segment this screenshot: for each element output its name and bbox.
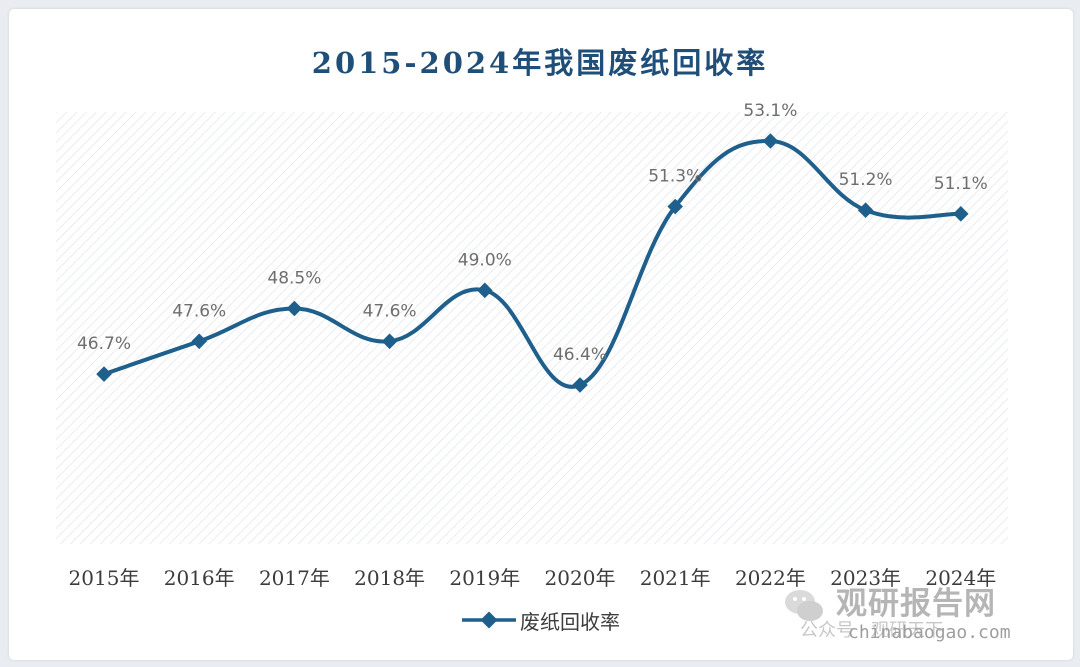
data-label-6: 46.4%: [553, 345, 607, 365]
x-tick-label-6: 2020年: [545, 566, 616, 590]
data-label-4: 47.6%: [363, 301, 417, 321]
data-point-10: [953, 206, 969, 222]
x-tick-label-5: 2019年: [449, 566, 520, 590]
data-label-7: 51.3%: [648, 167, 702, 187]
watermark-name: 观研报告网: [836, 586, 996, 622]
data-label-10: 51.1%: [934, 174, 988, 194]
legend: 废纸回收率: [462, 606, 620, 634]
data-label-8: 53.1%: [743, 101, 797, 121]
x-tick-label-2: 2016年: [164, 566, 235, 590]
data-label-2: 47.6%: [172, 301, 226, 321]
data-label-1: 46.7%: [77, 334, 131, 354]
data-label-9: 51.2%: [839, 170, 893, 190]
legend-line-marker: [462, 611, 516, 629]
data-label-3: 48.5%: [267, 269, 321, 289]
x-tick-label-3: 2017年: [259, 566, 330, 590]
x-tick-label-1: 2015年: [69, 566, 140, 590]
x-tick-label-7: 2021年: [640, 566, 711, 590]
x-tick-label-8: 2022年: [735, 566, 806, 590]
data-point-7: [667, 198, 683, 215]
wechat-logo-icon: [785, 590, 823, 621]
x-tick-label-9: 2023年: [830, 566, 901, 590]
plot-area: [56, 112, 1008, 544]
series-line: [103, 138, 961, 389]
data-point-2: [191, 333, 207, 350]
watermark: 观研报告网 公众号 · 观研天下 chinabaogao.com: [778, 578, 1068, 648]
x-tick-label-4: 2018年: [354, 566, 425, 590]
chart-title: 2015-2024年我国废纸回收率: [311, 46, 769, 80]
data-point-8: [762, 133, 779, 149]
data-label-5: 49.0%: [458, 250, 512, 270]
data-point-9: [857, 202, 874, 218]
x-tick-label-10: 2024年: [925, 566, 996, 590]
legend-label: 废纸回收率: [520, 609, 620, 634]
watermark-subtitle: 公众号 · 观研天下: [800, 620, 944, 641]
watermark-url: chinabaogao.com: [848, 622, 1011, 643]
